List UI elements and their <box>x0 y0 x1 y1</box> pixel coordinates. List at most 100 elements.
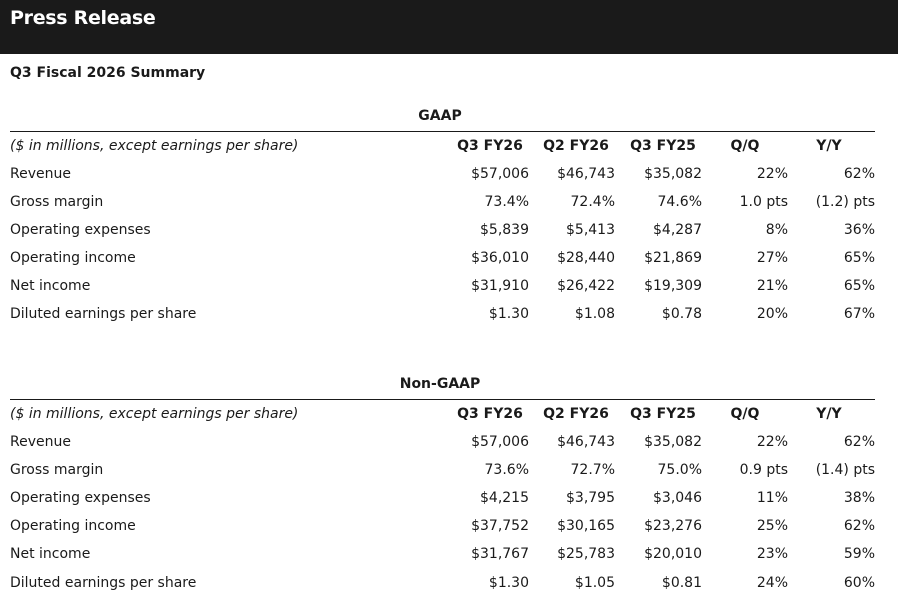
cell-q3fy25: $0.81 <box>661 575 702 591</box>
column-header-q3fy25: Q3 FY25 <box>630 406 696 422</box>
column-header-q2fy26: Q2 FY26 <box>543 406 609 422</box>
cell-yy: 60% <box>843 575 875 591</box>
row-label: Net income <box>10 278 91 294</box>
cell-q3fy25: $35,082 <box>644 166 702 182</box>
cell-q2fy26: $26,422 <box>557 278 615 294</box>
cell-yy: 67% <box>843 306 875 322</box>
cell-q3fy25: $19,309 <box>644 278 702 294</box>
row-label: Gross margin <box>10 194 104 210</box>
cell-qq: 21% <box>756 278 788 294</box>
row-label: Operating income <box>10 250 136 266</box>
cell-q2fy26: $46,743 <box>557 434 615 450</box>
cell-q3fy26: 73.4% <box>484 194 529 210</box>
column-header-yy: Y/Y <box>816 406 842 422</box>
cell-q3fy26: $57,006 <box>471 166 529 182</box>
table-row: Net income $31,910 $26,422 $19,309 21% 6… <box>0 273 898 299</box>
column-header-qq: Q/Q <box>730 138 760 154</box>
cell-q2fy26: $46,743 <box>557 166 615 182</box>
cell-qq: 22% <box>756 166 788 182</box>
cell-q3fy25: $35,082 <box>644 434 702 450</box>
cell-q3fy25: $4,287 <box>653 222 702 238</box>
table-row: Gross margin 73.6% 72.7% 75.0% 0.9 pts (… <box>0 457 898 483</box>
cell-q3fy25: $0.78 <box>661 306 702 322</box>
table-rule <box>10 399 875 400</box>
cell-q2fy26: $30,165 <box>557 518 615 534</box>
table-rule <box>10 131 875 132</box>
cell-yy: (1.2) pts <box>815 194 875 210</box>
table-row: Operating income $36,010 $28,440 $21,869… <box>0 245 898 271</box>
cell-q3fy26: $1.30 <box>488 306 529 322</box>
section-title: GAAP <box>418 108 462 124</box>
table-row: Operating expenses $5,839 $5,413 $4,287 … <box>0 217 898 243</box>
table-row: Operating expenses $4,215 $3,795 $3,046 … <box>0 485 898 511</box>
cell-yy: 36% <box>843 222 875 238</box>
cell-q3fy25: 74.6% <box>657 194 702 210</box>
cell-qq: 20% <box>756 306 788 322</box>
row-label: Operating expenses <box>10 490 151 506</box>
cell-yy: 62% <box>843 518 875 534</box>
cell-q3fy25: $20,010 <box>644 546 702 562</box>
cell-q2fy26: $5,413 <box>566 222 615 238</box>
row-label: Revenue <box>10 434 71 450</box>
cell-qq: 22% <box>756 434 788 450</box>
row-label: Gross margin <box>10 462 104 478</box>
table-row: Diluted earnings per share $1.30 $1.08 $… <box>0 301 898 327</box>
cell-q3fy26: $57,006 <box>471 434 529 450</box>
cell-qq: 1.0 pts <box>739 194 788 210</box>
cell-q3fy26: $31,910 <box>471 278 529 294</box>
cell-qq: 8% <box>765 222 788 238</box>
column-header-yy: Y/Y <box>816 138 842 154</box>
cell-q3fy25: $3,046 <box>653 490 702 506</box>
cell-q2fy26: $28,440 <box>557 250 615 266</box>
cell-q2fy26: $3,795 <box>566 490 615 506</box>
page-title: Press Release <box>10 7 156 29</box>
row-label: Operating income <box>10 518 136 534</box>
table-header-row: ($ in millions, except earnings per shar… <box>0 133 898 159</box>
column-header-q3fy26: Q3 FY26 <box>457 138 523 154</box>
cell-qq: 24% <box>756 575 788 591</box>
page-header: Press Release <box>0 0 898 54</box>
cell-qq: 27% <box>756 250 788 266</box>
row-label: Operating expenses <box>10 222 151 238</box>
cell-yy: 65% <box>843 278 875 294</box>
cell-q2fy26: $25,783 <box>557 546 615 562</box>
table-row: Diluted earnings per share $1.30 $1.05 $… <box>0 570 898 596</box>
cell-q2fy26: $1.08 <box>574 306 615 322</box>
cell-qq: 11% <box>756 490 788 506</box>
cell-q3fy26: $4,215 <box>480 490 529 506</box>
cell-q3fy26: $31,767 <box>471 546 529 562</box>
table-row: Revenue $57,006 $46,743 $35,082 22% 62% <box>0 429 898 455</box>
cell-yy: 38% <box>843 490 875 506</box>
column-header-label: ($ in millions, except earnings per shar… <box>10 138 299 154</box>
cell-qq: 0.9 pts <box>739 462 788 478</box>
cell-q3fy25: 75.0% <box>657 462 702 478</box>
row-label: Net income <box>10 546 91 562</box>
cell-q3fy26: $5,839 <box>480 222 529 238</box>
cell-qq: 23% <box>756 546 788 562</box>
cell-yy: 62% <box>843 166 875 182</box>
cell-q3fy26: $37,752 <box>471 518 529 534</box>
cell-yy: 59% <box>843 546 875 562</box>
section-title: Non-GAAP <box>399 376 481 392</box>
row-label: Revenue <box>10 166 71 182</box>
cell-q2fy26: 72.4% <box>570 194 615 210</box>
summary-title: Q3 Fiscal 2026 Summary <box>10 65 206 81</box>
cell-yy: 62% <box>843 434 875 450</box>
cell-q3fy26: $1.30 <box>488 575 529 591</box>
cell-qq: 25% <box>756 518 788 534</box>
table-header-row: ($ in millions, except earnings per shar… <box>0 401 898 427</box>
cell-yy: 65% <box>843 250 875 266</box>
cell-q3fy25: $21,869 <box>644 250 702 266</box>
cell-q2fy26: 72.7% <box>570 462 615 478</box>
column-header-q2fy26: Q2 FY26 <box>543 138 609 154</box>
row-label: Diluted earnings per share <box>10 575 197 591</box>
column-header-qq: Q/Q <box>730 406 760 422</box>
table-row: Revenue $57,006 $46,743 $35,082 22% 62% <box>0 161 898 187</box>
table-row: Gross margin 73.4% 72.4% 74.6% 1.0 pts (… <box>0 189 898 215</box>
row-label: Diluted earnings per share <box>10 306 197 322</box>
cell-q3fy25: $23,276 <box>644 518 702 534</box>
cell-q3fy26: 73.6% <box>484 462 529 478</box>
column-header-q3fy25: Q3 FY25 <box>630 138 696 154</box>
column-header-q3fy26: Q3 FY26 <box>457 406 523 422</box>
cell-q2fy26: $1.05 <box>574 575 615 591</box>
